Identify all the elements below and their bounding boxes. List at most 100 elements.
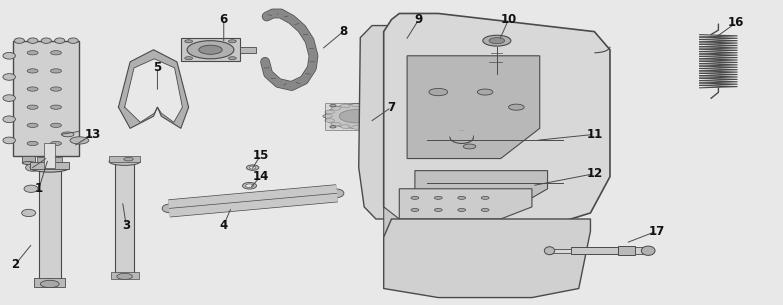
Bar bbox=[240, 47, 256, 53]
Text: 16: 16 bbox=[728, 16, 745, 29]
Bar bbox=[181, 38, 240, 61]
Circle shape bbox=[372, 106, 381, 110]
Ellipse shape bbox=[46, 162, 59, 165]
Ellipse shape bbox=[68, 38, 78, 43]
Text: 12: 12 bbox=[586, 167, 602, 180]
Circle shape bbox=[482, 196, 489, 199]
Bar bbox=[450, 131, 474, 137]
Text: 8: 8 bbox=[339, 25, 347, 38]
Polygon shape bbox=[384, 13, 610, 231]
Circle shape bbox=[70, 137, 88, 144]
Bar bbox=[110, 272, 139, 279]
Bar bbox=[115, 162, 135, 273]
Circle shape bbox=[27, 105, 38, 109]
Polygon shape bbox=[415, 170, 547, 207]
Ellipse shape bbox=[162, 204, 176, 213]
Bar bbox=[34, 278, 65, 287]
Ellipse shape bbox=[544, 247, 554, 255]
Text: 10: 10 bbox=[500, 13, 517, 26]
Bar bbox=[550, 249, 571, 253]
Bar bbox=[618, 246, 635, 255]
Bar bbox=[202, 202, 215, 208]
Polygon shape bbox=[384, 219, 590, 298]
Circle shape bbox=[325, 119, 334, 122]
Circle shape bbox=[458, 196, 466, 199]
Circle shape bbox=[41, 280, 60, 288]
Circle shape bbox=[51, 69, 62, 73]
Circle shape bbox=[27, 141, 38, 145]
Circle shape bbox=[411, 208, 419, 211]
Circle shape bbox=[489, 38, 504, 44]
Circle shape bbox=[124, 157, 133, 161]
Ellipse shape bbox=[109, 158, 140, 165]
Circle shape bbox=[378, 119, 388, 122]
Polygon shape bbox=[118, 50, 189, 128]
Circle shape bbox=[377, 104, 383, 107]
Circle shape bbox=[377, 126, 383, 128]
Circle shape bbox=[478, 89, 493, 95]
Text: 7: 7 bbox=[388, 101, 395, 114]
Text: 5: 5 bbox=[153, 61, 161, 74]
Circle shape bbox=[51, 105, 62, 109]
Circle shape bbox=[27, 87, 38, 91]
Circle shape bbox=[378, 110, 388, 114]
Circle shape bbox=[325, 104, 388, 128]
Circle shape bbox=[411, 196, 419, 199]
Circle shape bbox=[51, 123, 62, 127]
Ellipse shape bbox=[330, 189, 344, 198]
Bar bbox=[635, 247, 648, 254]
Ellipse shape bbox=[3, 95, 16, 102]
Bar bbox=[46, 156, 59, 163]
Polygon shape bbox=[384, 207, 403, 285]
Circle shape bbox=[363, 125, 372, 128]
Ellipse shape bbox=[3, 52, 16, 59]
Polygon shape bbox=[407, 56, 539, 159]
Ellipse shape bbox=[641, 246, 655, 255]
Text: 11: 11 bbox=[586, 128, 602, 141]
Ellipse shape bbox=[250, 166, 256, 169]
Circle shape bbox=[483, 35, 511, 46]
Bar bbox=[109, 156, 140, 162]
Ellipse shape bbox=[27, 38, 38, 43]
Text: 9: 9 bbox=[415, 13, 423, 26]
Ellipse shape bbox=[41, 38, 52, 43]
Ellipse shape bbox=[22, 209, 36, 217]
Circle shape bbox=[482, 208, 489, 211]
Circle shape bbox=[229, 57, 236, 60]
Circle shape bbox=[330, 126, 336, 128]
Circle shape bbox=[27, 123, 38, 127]
Circle shape bbox=[185, 40, 193, 43]
Circle shape bbox=[464, 144, 476, 149]
Circle shape bbox=[341, 104, 350, 108]
Circle shape bbox=[27, 69, 38, 73]
Circle shape bbox=[331, 106, 341, 110]
Circle shape bbox=[325, 110, 334, 114]
Ellipse shape bbox=[55, 38, 65, 43]
Ellipse shape bbox=[247, 165, 259, 170]
Bar bbox=[269, 196, 281, 202]
Circle shape bbox=[330, 104, 336, 107]
Circle shape bbox=[372, 122, 381, 126]
Text: 1: 1 bbox=[34, 182, 43, 195]
Circle shape bbox=[187, 41, 234, 59]
Ellipse shape bbox=[3, 116, 16, 123]
Bar bbox=[53, 157, 62, 162]
Circle shape bbox=[51, 51, 62, 55]
Circle shape bbox=[185, 57, 193, 60]
Bar bbox=[45, 143, 56, 168]
Circle shape bbox=[27, 51, 38, 55]
Circle shape bbox=[508, 104, 524, 110]
Polygon shape bbox=[124, 59, 182, 122]
Bar bbox=[30, 162, 70, 169]
Circle shape bbox=[339, 109, 373, 123]
Polygon shape bbox=[359, 26, 399, 219]
Circle shape bbox=[381, 114, 390, 118]
Circle shape bbox=[435, 208, 442, 211]
Text: 13: 13 bbox=[85, 128, 101, 141]
Circle shape bbox=[51, 141, 62, 145]
Text: 6: 6 bbox=[219, 13, 228, 26]
Bar bbox=[39, 168, 61, 279]
Ellipse shape bbox=[24, 185, 38, 192]
Circle shape bbox=[363, 104, 372, 108]
Text: 3: 3 bbox=[122, 219, 130, 231]
